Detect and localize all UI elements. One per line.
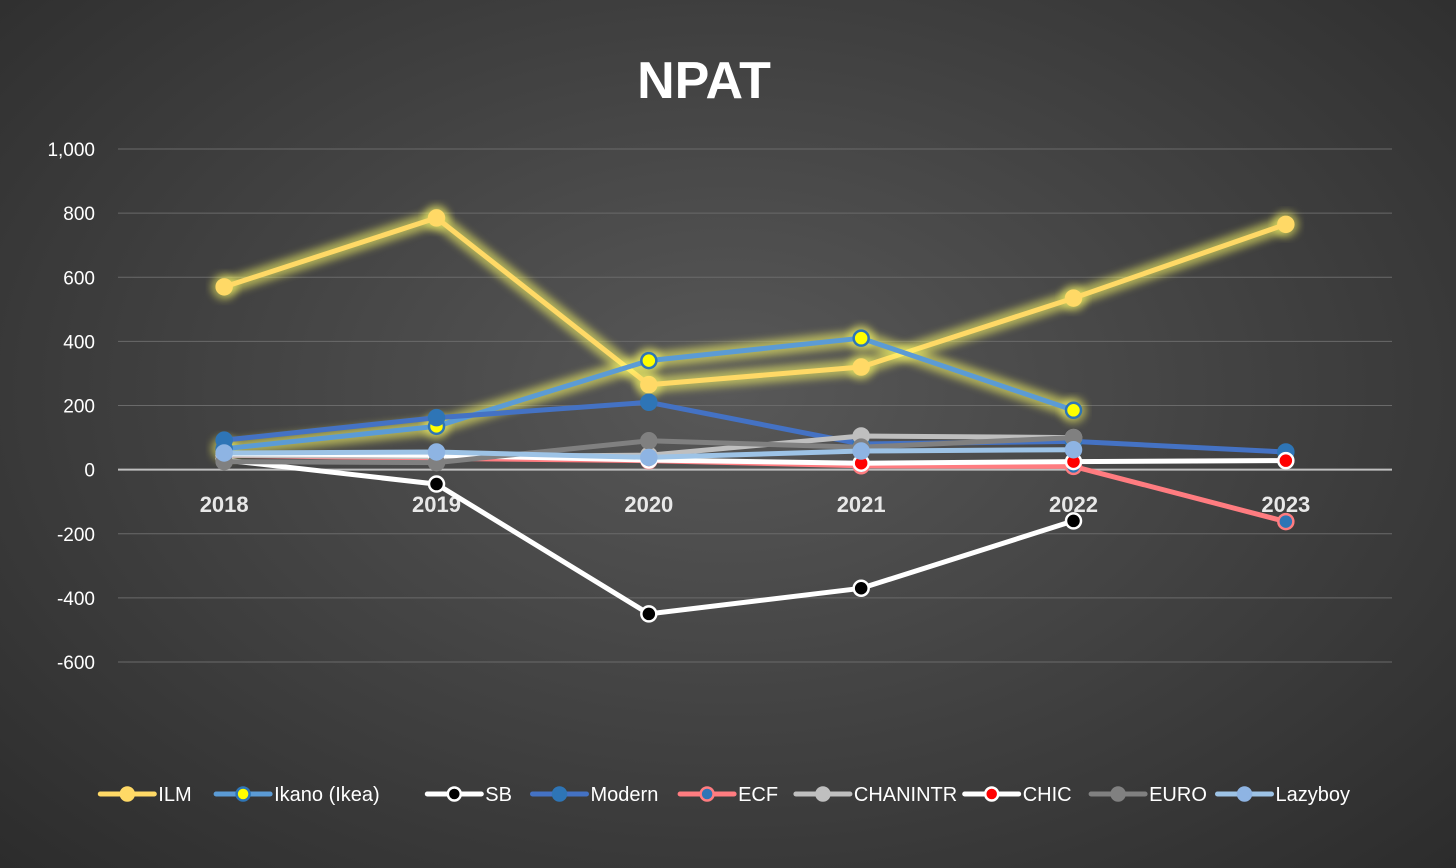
y-tick-label: 800 bbox=[63, 204, 95, 225]
y-tick-label: -400 bbox=[57, 589, 95, 610]
legend-swatch-marker bbox=[1110, 786, 1126, 802]
data-point bbox=[1277, 215, 1295, 234]
y-tick-label: 200 bbox=[63, 397, 95, 418]
legend-swatch-marker bbox=[815, 786, 831, 802]
data-point bbox=[215, 444, 233, 462]
gridlines bbox=[118, 148, 1392, 663]
y-tick-label: -200 bbox=[57, 525, 95, 546]
data-point bbox=[852, 579, 870, 598]
series-glow bbox=[221, 209, 1289, 393]
series-line bbox=[221, 215, 1289, 388]
y-tick-label: 400 bbox=[63, 332, 95, 353]
data-point bbox=[1064, 512, 1083, 530]
legend-label: Modern bbox=[591, 784, 659, 806]
data-point bbox=[1277, 512, 1295, 531]
data-point bbox=[640, 432, 658, 450]
series-line bbox=[221, 457, 1076, 617]
legend-swatch-marker bbox=[699, 786, 715, 802]
y-axis-ticks: 1,000 800 600 400 200 0 -200 -400 -600 bbox=[47, 140, 95, 674]
data-point bbox=[640, 448, 658, 467]
legend-item-ecf: ECF bbox=[677, 784, 778, 806]
legend-swatch-marker bbox=[551, 786, 568, 802]
legend-item-euro: EURO bbox=[1088, 784, 1207, 806]
y-tick-label: 1,000 bbox=[47, 140, 95, 161]
data-point bbox=[1064, 289, 1083, 307]
y-tick-label: 600 bbox=[63, 268, 95, 289]
data-point bbox=[1064, 401, 1083, 420]
data-point bbox=[852, 358, 870, 376]
data-point bbox=[640, 375, 658, 394]
legend-item-ikano-ikea: Ikano (Ikea) bbox=[213, 784, 380, 806]
legend-item-modern: Modern bbox=[530, 784, 659, 806]
y-tick-label: 0 bbox=[84, 461, 95, 482]
x-axis-ticks: 2018 2019 2020 2021 2022 2023 bbox=[200, 492, 1311, 517]
x-tick-label: 2020 bbox=[624, 492, 673, 517]
data-point bbox=[427, 475, 446, 493]
legend-item-ilm: ILM bbox=[97, 784, 192, 806]
data-point bbox=[215, 278, 233, 296]
legend-item-chanintr: CHANINTR bbox=[793, 784, 957, 806]
x-tick-label: 2018 bbox=[200, 492, 249, 517]
series-line bbox=[221, 399, 1289, 455]
legend-label: ILM bbox=[158, 784, 191, 806]
data-point bbox=[852, 329, 870, 347]
series-sb bbox=[215, 451, 1083, 623]
data-point bbox=[427, 408, 446, 427]
series-group bbox=[211, 204, 1299, 623]
legend-item-chic: CHIC bbox=[962, 784, 1072, 806]
legend-swatch-marker bbox=[446, 786, 463, 802]
legend-label: CHIC bbox=[1023, 784, 1072, 806]
series-line bbox=[221, 451, 1289, 466]
series-ilm bbox=[211, 204, 1299, 398]
data-point bbox=[1277, 451, 1295, 470]
series-lazyboy bbox=[215, 440, 1083, 467]
legend-label: CHANINTR bbox=[854, 784, 957, 806]
data-point bbox=[640, 605, 658, 623]
data-point bbox=[640, 351, 658, 370]
legend-label: EURO bbox=[1149, 784, 1207, 806]
legend-swatch-marker bbox=[119, 786, 136, 802]
legend-item-sb: SB bbox=[424, 784, 512, 806]
data-point bbox=[1064, 440, 1083, 459]
legend-swatch-marker bbox=[1236, 786, 1253, 802]
legend-label: Ikano (Ikea) bbox=[274, 784, 380, 806]
data-point bbox=[427, 443, 446, 461]
legend-swatch-marker bbox=[983, 786, 1000, 802]
legend-swatch-marker bbox=[235, 786, 251, 802]
y-tick-label: -600 bbox=[57, 653, 95, 674]
data-point bbox=[640, 393, 658, 412]
data-point bbox=[852, 442, 870, 460]
legend-item-lazyboy: Lazyboy bbox=[1215, 784, 1351, 806]
legend: ILM Ikano (Ikea) SB Modern ECF CHANINTR CHIC EU… bbox=[97, 784, 1351, 806]
data-point bbox=[427, 209, 446, 227]
legend-label: SB bbox=[485, 784, 512, 806]
legend-label: Lazyboy bbox=[1276, 784, 1351, 806]
series-line bbox=[221, 452, 1289, 525]
legend-label: ECF bbox=[738, 784, 778, 806]
x-tick-label: 2021 bbox=[837, 492, 886, 517]
chart-title: NPAT bbox=[637, 52, 771, 110]
